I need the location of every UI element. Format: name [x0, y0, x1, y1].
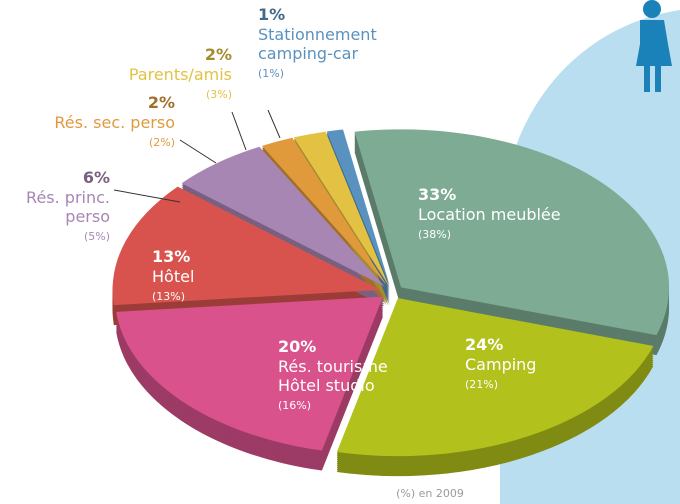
- slice: [336, 298, 654, 457]
- leader-line: [179, 139, 217, 164]
- value-label-2009: (13%): [152, 290, 185, 303]
- value-label: 13%: [152, 247, 190, 266]
- slice: [293, 131, 389, 286]
- value-label: 2%: [205, 45, 232, 64]
- category-label: Rés. sec. perso: [54, 113, 175, 132]
- slice: [112, 186, 381, 306]
- person-icon: [636, 0, 672, 92]
- value-label: 2%: [148, 93, 175, 112]
- value-label: 6%: [83, 168, 110, 187]
- value-label-2009: (1%): [258, 67, 284, 80]
- slice: [116, 296, 383, 451]
- slice: [326, 129, 390, 286]
- value-label-2009: (38%): [418, 228, 451, 241]
- value-label: 33%: [418, 185, 456, 204]
- slice-side: [326, 131, 390, 288]
- value-label-2009: (3%): [206, 88, 232, 101]
- value-label: 20%: [278, 337, 316, 356]
- category-label: Stationnement camping-car: [258, 25, 377, 63]
- value-label-2009: (16%): [278, 399, 311, 412]
- category-label: Rés. princ. perso: [26, 188, 110, 226]
- slice: [181, 146, 385, 287]
- leader-line: [231, 111, 247, 151]
- leader-line: [113, 189, 181, 203]
- value-label-2009: (21%): [465, 378, 498, 391]
- category-label: Camping: [465, 355, 536, 374]
- value-label: 1%: [258, 5, 285, 24]
- category-label: Location meublée: [418, 205, 561, 224]
- category-label: Hôtel: [152, 267, 194, 286]
- value-label-2009: (2%): [149, 136, 175, 149]
- category-label: Parents/amis: [129, 65, 232, 84]
- note: (%) en 2009: [396, 487, 464, 500]
- slice: [261, 137, 388, 286]
- pie-tops: [112, 129, 670, 457]
- category-label: Rés. tourisme Hôtel studio: [278, 357, 388, 395]
- slice: [354, 129, 670, 336]
- leader-line: [267, 109, 281, 139]
- value-label: 24%: [465, 335, 503, 354]
- value-label-2009: (5%): [84, 230, 110, 243]
